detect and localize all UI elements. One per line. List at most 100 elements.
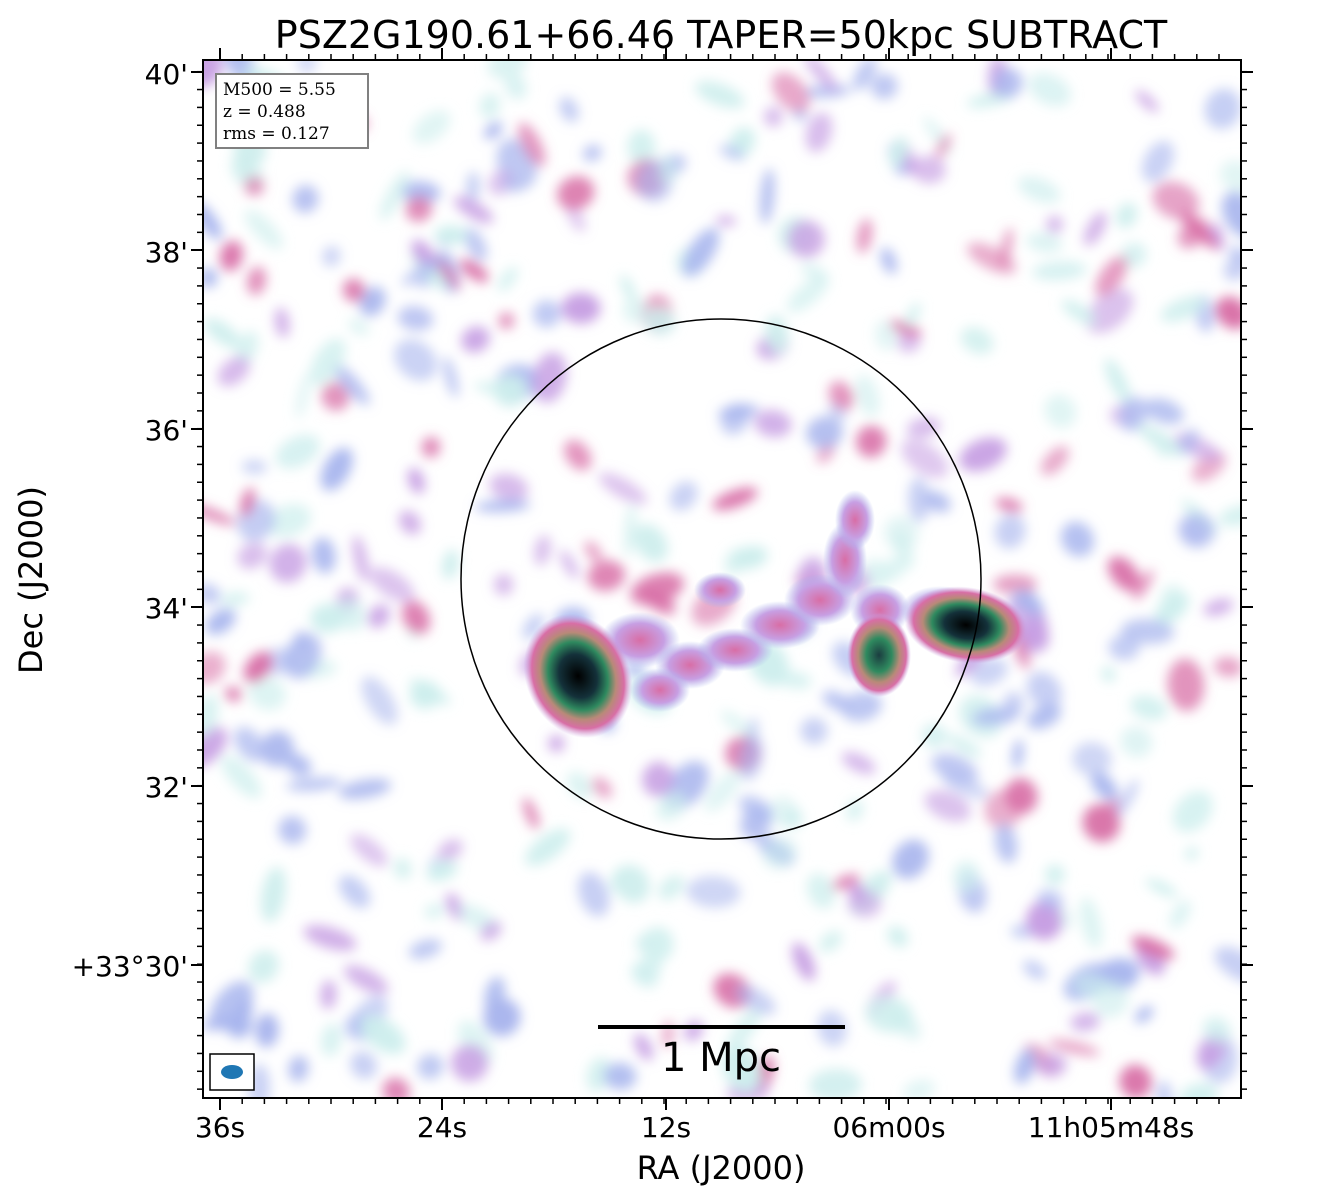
noise-blob	[401, 600, 431, 635]
noise-blob	[887, 926, 908, 948]
noise-blob	[1073, 973, 1110, 999]
noise-blob	[453, 196, 494, 224]
noise-blob	[1044, 864, 1065, 885]
noise-blob	[217, 356, 250, 387]
noise-blob	[630, 572, 685, 606]
noise-blob	[220, 592, 250, 606]
noise-blob	[904, 302, 921, 329]
noise-blob	[338, 778, 392, 800]
noise-blob	[1014, 1048, 1036, 1084]
noise-blob	[806, 873, 835, 909]
noise-blob	[726, 1007, 762, 1053]
noise-blob	[924, 790, 972, 822]
noise-blob	[803, 84, 851, 98]
noise-blob	[1025, 900, 1064, 940]
noise-blob	[1218, 505, 1241, 527]
noise-blob	[1203, 598, 1234, 617]
noise-blob	[248, 950, 279, 983]
noise-blob	[461, 326, 490, 353]
noise-blob	[865, 996, 913, 1033]
noise-blob	[720, 710, 754, 738]
noise-blob	[443, 356, 459, 398]
noise-blob	[401, 253, 447, 286]
noise-blob	[1177, 512, 1216, 549]
noise-blob	[1044, 394, 1077, 429]
noise-blob	[967, 242, 1017, 274]
noise-blob	[682, 227, 720, 277]
info-m500: M500 = 5.55	[223, 80, 336, 100]
noise-blob	[342, 278, 366, 302]
noise-blob	[587, 560, 626, 592]
noise-blob	[1028, 72, 1071, 107]
noise-blob	[1169, 900, 1191, 929]
noise-blob	[763, 106, 783, 127]
noise-blob	[400, 181, 441, 204]
noise-blob	[856, 218, 873, 254]
noise-blob	[1070, 1012, 1101, 1032]
noise-blob	[1213, 657, 1241, 677]
noise-blob	[658, 875, 685, 900]
noise-blob	[203, 694, 219, 737]
info-box: M500 = 5.55 z = 0.488 rms = 0.127	[215, 73, 369, 149]
noise-blob	[517, 122, 546, 167]
noise-blob	[970, 657, 1008, 687]
noise-blob	[534, 535, 551, 566]
axes-frame	[202, 59, 1242, 1099]
noise-blob	[566, 204, 586, 232]
noise-blob	[723, 548, 747, 576]
noise-blob	[500, 178, 522, 193]
noise-blob	[451, 1044, 489, 1082]
compact-source-left	[523, 613, 633, 739]
noise-blob	[1154, 592, 1189, 625]
noise-blob	[474, 499, 531, 512]
noise-blob	[658, 154, 676, 186]
info-rms: rms = 0.127	[223, 124, 330, 144]
diffuse-blob	[835, 490, 875, 550]
noise-blob	[1228, 245, 1241, 262]
diffuse-blob	[630, 668, 690, 712]
noise-blob	[309, 338, 346, 386]
noise-blob	[719, 144, 745, 161]
noise-blob	[1145, 878, 1178, 898]
noise-blob	[613, 864, 650, 903]
x-tick-label: 24s	[417, 1111, 467, 1144]
noise-blob	[1214, 946, 1241, 983]
noise-blob	[224, 686, 243, 702]
noise-blob	[1156, 1080, 1173, 1098]
noise-blob	[984, 789, 1023, 830]
noise-blob	[497, 266, 518, 292]
noise-blob	[771, 72, 811, 113]
noise-blob	[563, 439, 592, 471]
noise-blob	[1152, 181, 1200, 220]
noise-blob	[960, 327, 994, 355]
noise-blob	[889, 320, 922, 337]
noise-blob	[243, 651, 273, 683]
noise-blob	[532, 352, 567, 403]
noise-blob	[244, 176, 265, 196]
noise-blob	[1141, 140, 1175, 183]
radio-map	[203, 60, 1241, 1098]
noise-blob	[310, 603, 346, 633]
noise-blob	[487, 60, 528, 79]
noise-blob	[398, 510, 422, 535]
noise-blob	[498, 312, 515, 330]
noise-blob	[1026, 671, 1062, 709]
noise-blob	[1090, 772, 1118, 801]
noise-blob	[911, 155, 946, 184]
compact-source-right	[904, 586, 1028, 664]
noise-blob	[407, 467, 425, 494]
noise-blob	[627, 129, 656, 166]
noise-blob	[246, 266, 267, 296]
noise-blob	[1120, 618, 1175, 645]
noise-blob	[255, 1013, 279, 1048]
noise-blob	[274, 307, 290, 338]
noise-blob	[792, 942, 816, 981]
noise-blob	[787, 275, 829, 313]
noise-blob	[1179, 1083, 1219, 1098]
noise-blob	[288, 1055, 309, 1083]
noise-blob	[320, 447, 353, 491]
x-tick-label: 11h05m48s	[1028, 1111, 1195, 1144]
noise-blob	[1115, 202, 1138, 229]
noise-blob	[1012, 739, 1024, 770]
noise-blob	[584, 541, 602, 562]
